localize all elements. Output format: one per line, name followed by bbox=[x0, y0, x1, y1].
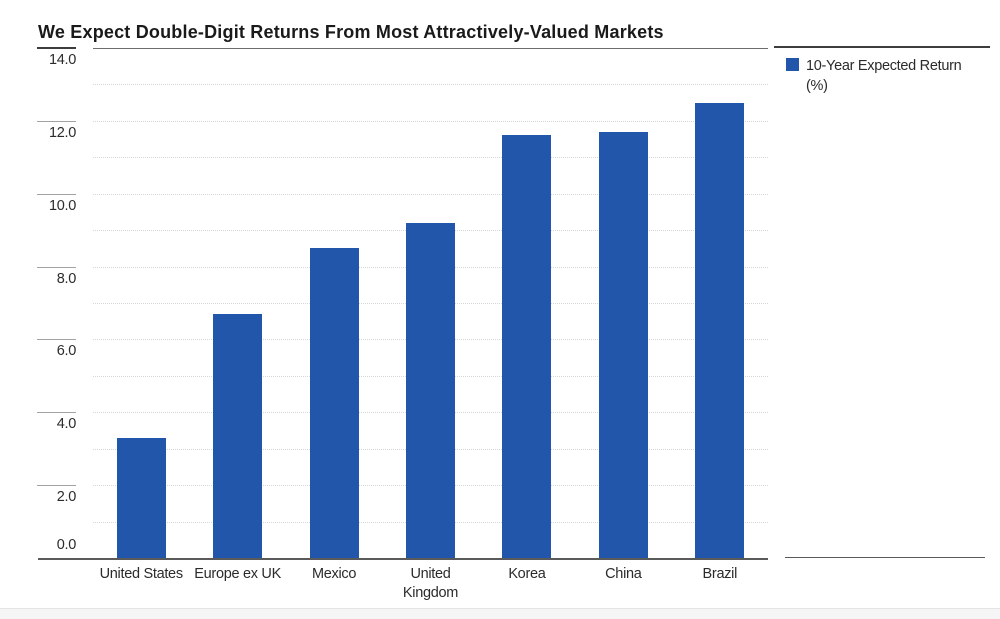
legend-label-line2: (%) bbox=[806, 78, 828, 94]
y-axis-label-4.0: 4.0 bbox=[56, 416, 77, 433]
gridline-11 bbox=[93, 157, 768, 159]
y-axis-label-8.0: 8.0 bbox=[56, 270, 77, 287]
chart-title: We Expect Double-Digit Returns From Most… bbox=[38, 22, 664, 42]
bar-mexico bbox=[309, 248, 359, 558]
bar-europe-ex-uk bbox=[213, 313, 263, 558]
plot-top-border bbox=[93, 48, 768, 49]
y-axis-label-10.0: 10.0 bbox=[48, 197, 76, 214]
bar-korea bbox=[502, 135, 552, 558]
y-axis-label-2.0: 2.0 bbox=[56, 489, 77, 506]
legend-swatch-icon bbox=[786, 58, 799, 71]
x-axis-label-united-states: United States bbox=[99, 566, 183, 582]
y-axis-label-6.0: 6.0 bbox=[56, 343, 77, 360]
y-axis-tick-14 bbox=[37, 47, 76, 49]
y-axis-tick-12 bbox=[37, 120, 76, 122]
y-axis-tick-8 bbox=[37, 266, 76, 268]
x-axis-label-mexico: Mexico bbox=[311, 566, 357, 582]
footer-strip bbox=[0, 608, 1000, 619]
bar-china bbox=[598, 131, 648, 558]
gridline-13 bbox=[93, 84, 768, 86]
bar-united-states bbox=[116, 437, 166, 558]
bar-united-kingdom bbox=[406, 222, 455, 558]
x-axis-label-korea: Korea bbox=[508, 566, 546, 582]
x-axis-label-europe-ex-uk: Europe ex UK bbox=[194, 566, 281, 582]
bar-brazil bbox=[695, 102, 745, 558]
y-axis-tick-6 bbox=[37, 339, 76, 341]
y-axis-label-12.0: 12.0 bbox=[48, 124, 76, 141]
x-axis-label-china: China bbox=[605, 566, 642, 582]
y-axis-label-14.0: 14.0 bbox=[48, 52, 76, 68]
x-axis-line bbox=[38, 558, 768, 560]
x-axis-label-brazil: Brazil bbox=[702, 566, 738, 582]
legend-label: 10-Year Expected Return (%) bbox=[806, 56, 984, 96]
x-axis-label-united-kingdom: United Kingdom bbox=[402, 566, 459, 601]
legend-bottom-rule bbox=[785, 557, 985, 558]
gridline-12 bbox=[93, 120, 768, 122]
y-axis-tick-2 bbox=[37, 485, 76, 487]
gridline-10 bbox=[93, 193, 768, 195]
legend-divider bbox=[774, 46, 990, 48]
y-axis-tick-4 bbox=[37, 412, 76, 414]
legend-label-line1: 10-Year Expected Return bbox=[806, 58, 962, 74]
y-axis-label-0.0: 0.0 bbox=[56, 537, 77, 553]
y-axis-tick-10 bbox=[37, 193, 76, 195]
